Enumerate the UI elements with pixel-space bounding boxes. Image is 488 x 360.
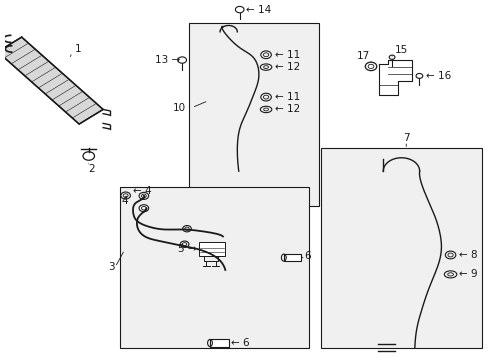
Text: ← 16: ← 16 — [425, 71, 450, 81]
Text: ← 12: ← 12 — [274, 104, 299, 114]
Bar — [321, 148, 481, 348]
Text: 13 →: 13 → — [154, 55, 180, 65]
Text: 5 →: 5 → — [178, 244, 196, 254]
Bar — [189, 23, 318, 207]
Text: 2: 2 — [88, 165, 94, 174]
Text: 7: 7 — [402, 133, 409, 143]
Text: 6: 6 — [304, 251, 310, 261]
Text: ← 8: ← 8 — [458, 250, 477, 260]
Bar — [283, 254, 301, 261]
Bar — [120, 187, 308, 348]
Text: ← 6: ← 6 — [231, 338, 249, 348]
Text: 17: 17 — [356, 51, 370, 61]
Text: ← 12: ← 12 — [274, 62, 299, 72]
Text: 3: 3 — [108, 262, 114, 272]
Text: 4: 4 — [122, 196, 128, 206]
Bar — [209, 339, 229, 347]
Text: ← 14: ← 14 — [245, 5, 271, 15]
Polygon shape — [0, 37, 103, 124]
Text: ← 11: ← 11 — [274, 92, 299, 102]
Text: 15: 15 — [394, 45, 407, 55]
Bar — [199, 242, 225, 256]
Text: 10: 10 — [172, 103, 185, 113]
Text: ← 4: ← 4 — [133, 186, 152, 195]
Text: 1: 1 — [74, 44, 81, 54]
Text: ← 9: ← 9 — [458, 269, 477, 279]
Text: ← 11: ← 11 — [274, 50, 299, 60]
